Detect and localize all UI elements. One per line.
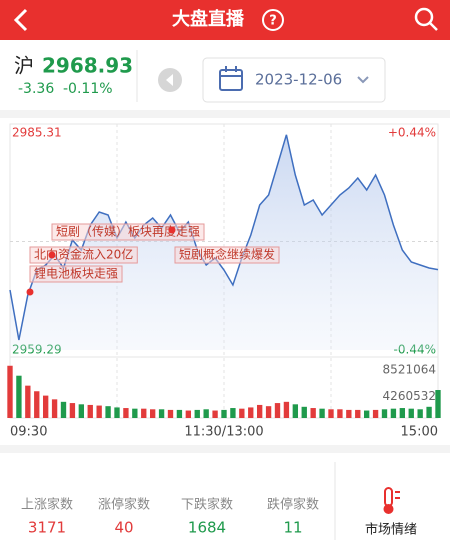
- annotation-box: [29, 246, 138, 264]
- volume-bar: [7, 365, 13, 418]
- volume-bar: [417, 409, 423, 418]
- volume-bar: [346, 409, 352, 418]
- index-change: -3.36: [18, 81, 54, 97]
- volume-bar: [149, 409, 156, 418]
- volume-bar: [212, 410, 218, 418]
- volume-bar: [69, 403, 76, 418]
- volume-bar: [42, 395, 49, 418]
- annotation-dot: [26, 288, 34, 296]
- volume-bar: [158, 409, 165, 418]
- index-change-pct: -0.11%: [63, 81, 113, 97]
- volume-bar: [363, 410, 370, 418]
- volume-bar: [355, 409, 361, 418]
- volume-bar: [399, 408, 406, 418]
- page-title: 大盘直播: [172, 8, 245, 30]
- volume-bar: [292, 404, 299, 418]
- help-icon[interactable]: ?: [262, 9, 284, 31]
- volume-bar: [248, 407, 254, 418]
- chart: 2985.312959.29+0.44%-0.44%85210644260532…: [7, 123, 441, 440]
- date-picker[interactable]: [202, 57, 386, 103]
- stats-panel: 上涨家数 3171 涨停家数 40 下跌家数 1684 跌停家数 11: [21, 497, 319, 537]
- volume-tick-label: 4260532: [383, 389, 436, 403]
- volume-bar: [16, 375, 22, 418]
- volume-bar: [265, 406, 272, 418]
- volume-bar: [114, 407, 120, 418]
- volume-bar: [185, 410, 192, 418]
- stat-value: 11: [283, 519, 302, 537]
- volume-bar: [96, 405, 102, 418]
- date-text: 2023-12-06: [255, 71, 342, 89]
- y2-tick-label: +0.44%: [388, 126, 436, 140]
- volume-bar: [390, 408, 397, 418]
- volume-bar: [221, 409, 227, 418]
- stat-label: 下跌家数: [181, 497, 233, 513]
- stat-label: 涨停家数: [98, 497, 150, 513]
- volume-bar: [51, 399, 58, 418]
- volume-bar: [239, 408, 245, 418]
- separator: [0, 110, 450, 118]
- volume-bar: [426, 406, 432, 418]
- volume-bar: [372, 409, 379, 418]
- sentiment-icon[interactable]: [383, 487, 401, 514]
- annotation-dot: [48, 251, 56, 259]
- volume-bar: [408, 408, 414, 418]
- back-button[interactable]: [13, 8, 28, 32]
- stat-value: 40: [114, 519, 133, 537]
- dropdown-icon: [357, 76, 369, 84]
- annotation-text: 短剧（传媒）板块再度走强: [56, 224, 200, 239]
- y-tick-label: 2985.31: [12, 126, 62, 140]
- volume-bar: [283, 401, 290, 418]
- x-tick-label: 11:30/13:00: [184, 425, 263, 440]
- annotation-dot: [168, 226, 176, 234]
- volume-bar: [25, 385, 31, 418]
- annotation-text: 北向资金流入20亿: [34, 247, 133, 262]
- volume-bar: [230, 408, 236, 418]
- stat-value: 1684: [188, 519, 226, 537]
- sentiment-label[interactable]: 市场情绪: [365, 522, 417, 538]
- volume-bar: [328, 409, 334, 418]
- volume-tick-label: 8521064: [383, 363, 436, 377]
- volume-bar: [105, 406, 111, 418]
- volume-bar: [381, 409, 388, 418]
- index-price: 2968.93: [42, 54, 133, 78]
- volume-bar: [87, 404, 93, 418]
- volume-bar: [337, 409, 343, 418]
- volume-bar: [176, 409, 183, 418]
- volume-bar: [194, 409, 200, 418]
- index-name: 沪: [14, 54, 34, 78]
- price-area: [10, 134, 438, 350]
- stat-value: 3171: [28, 519, 66, 537]
- volume-bar: [123, 408, 129, 418]
- volume-bar: [435, 390, 441, 418]
- x-tick-label: 09:30: [10, 425, 47, 440]
- annotation-box: [29, 265, 123, 283]
- stat-label: 上涨家数: [21, 497, 73, 513]
- header-bar: [0, 0, 450, 40]
- stat-label: 跌停家数: [267, 497, 319, 513]
- volume-bar: [310, 408, 316, 418]
- play-button[interactable]: [158, 68, 182, 92]
- x-tick-label: 15:00: [401, 425, 438, 440]
- annotation-box: [174, 246, 280, 264]
- volume-bar: [60, 401, 67, 418]
- calendar-icon: [219, 66, 243, 91]
- volume-bar: [78, 404, 85, 418]
- volume-bar: [256, 404, 263, 418]
- volume-bar: [203, 409, 209, 418]
- svg-text:?: ?: [269, 14, 277, 29]
- volume-bar: [274, 403, 281, 418]
- volume-bar: [167, 409, 174, 418]
- volume-bar: [141, 408, 147, 418]
- separator: [0, 445, 450, 453]
- volume-bar: [319, 408, 325, 418]
- annotation-text: 锂电池板块走强: [34, 266, 118, 281]
- volume-bar: [301, 406, 307, 418]
- search-icon[interactable]: [414, 7, 438, 31]
- volume-bar: [132, 408, 138, 418]
- volume-bar: [34, 391, 40, 418]
- annotation-box: [51, 223, 205, 241]
- annotation-text: 短剧概念继续爆发: [179, 247, 275, 262]
